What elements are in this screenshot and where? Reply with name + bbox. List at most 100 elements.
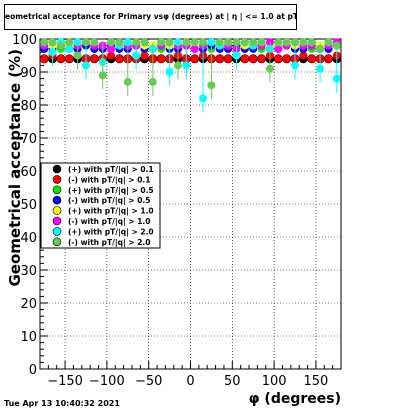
y-tick-label: 30 (20, 264, 37, 279)
data-point (291, 61, 300, 70)
legend-marker (52, 216, 62, 226)
data-point (115, 54, 124, 63)
data-point (148, 77, 157, 86)
data-point (157, 54, 166, 63)
y-tick-label: 40 (20, 231, 37, 246)
data-point (240, 54, 249, 63)
data-point (324, 38, 333, 47)
data-point (240, 38, 249, 47)
y-axis-label: Geometrical acceptance (%) (6, 49, 24, 287)
data-point (199, 94, 208, 103)
data-point (257, 38, 266, 47)
data-point (56, 41, 65, 50)
timestamp: Tue Apr 13 10:40:32 2021 (4, 399, 120, 408)
data-point (332, 74, 341, 83)
data-point (274, 38, 283, 47)
legend-box (40, 162, 161, 249)
legend-label: (+) with pT/|q| > 2.0 (68, 227, 154, 237)
data-point (56, 54, 65, 63)
data-point (65, 38, 74, 47)
data-point (316, 44, 325, 53)
data-point (215, 38, 224, 47)
data-point (224, 54, 233, 63)
data-point (182, 61, 191, 70)
data-point (107, 44, 116, 53)
data-point (173, 61, 182, 70)
y-tick-label: 0 (29, 363, 37, 378)
chart-title: eometrical acceptance for Primary vsφ (d… (5, 12, 297, 21)
data-point (307, 38, 316, 47)
data-point (332, 41, 341, 50)
legend-label: (-) with pT/|q| > 2.0 (68, 238, 150, 248)
data-point (249, 54, 258, 63)
data-point (257, 54, 266, 63)
data-point (157, 38, 166, 47)
chart-title-box: eometrical acceptance for Primary vsφ (d… (4, 4, 297, 30)
legend-marker (52, 185, 62, 195)
x-tick-label: −50 (135, 374, 162, 389)
y-tick-label: 20 (20, 297, 37, 312)
data-point (282, 54, 291, 63)
legend-marker (52, 237, 62, 247)
data-point (132, 38, 141, 47)
y-tick-label: 90 (20, 66, 37, 81)
data-point (65, 54, 74, 63)
data-point (90, 38, 99, 47)
legend-marker (52, 206, 62, 215)
data-point (81, 38, 90, 47)
data-point (190, 38, 199, 47)
data-point (232, 51, 241, 60)
data-point (207, 81, 216, 90)
data-point (199, 38, 208, 47)
data-point (265, 64, 274, 73)
y-tick-label: 70 (20, 132, 37, 147)
data-point (232, 38, 241, 47)
data-point (107, 51, 116, 60)
data-point (249, 38, 258, 47)
data-point (48, 38, 57, 47)
data-point (107, 38, 116, 47)
y-tick-label: 80 (20, 99, 37, 114)
data-point (324, 54, 333, 63)
legend-label: (-) with pT/|q| > 0.1 (68, 175, 150, 185)
data-point (274, 54, 283, 63)
x-tick-label: 100 (262, 374, 287, 389)
data-point (81, 61, 90, 70)
data-point (224, 38, 233, 47)
legend-label: (+) with pT/|q| > 0.5 (68, 186, 154, 196)
legend-label: (+) with pT/|q| > 0.1 (68, 165, 154, 175)
data-point (165, 68, 174, 76)
data-point (274, 44, 283, 53)
data-point (182, 38, 191, 47)
data-point (316, 64, 325, 73)
legend-label: (-) with pT/|q| > 1.0 (68, 217, 150, 227)
legend-label: (+) with pT/|q| > 1.0 (68, 207, 154, 217)
data-point (282, 38, 291, 47)
legend-marker (52, 175, 62, 184)
data-point (299, 51, 308, 60)
data-point (123, 77, 132, 86)
data-point (115, 38, 124, 47)
x-tick-label: 150 (304, 374, 329, 389)
data-point (299, 38, 308, 47)
data-point (40, 54, 49, 63)
data-point (90, 54, 99, 63)
data-point (165, 38, 174, 47)
data-point (291, 38, 300, 47)
y-tick-label: 50 (20, 198, 37, 213)
x-tick-label: 50 (224, 374, 241, 389)
data-point (65, 44, 74, 53)
data-point (132, 51, 141, 60)
data-point (40, 38, 49, 47)
data-point (190, 54, 199, 63)
legend-marker (52, 195, 62, 205)
data-point (98, 71, 107, 80)
y-tick-label: 60 (20, 165, 37, 180)
data-point (307, 54, 316, 63)
data-point (140, 38, 149, 47)
x-tick-label: −100 (89, 374, 125, 389)
data-point (190, 44, 199, 53)
y-tick-label: 100 (12, 33, 37, 48)
data-point (48, 48, 57, 57)
